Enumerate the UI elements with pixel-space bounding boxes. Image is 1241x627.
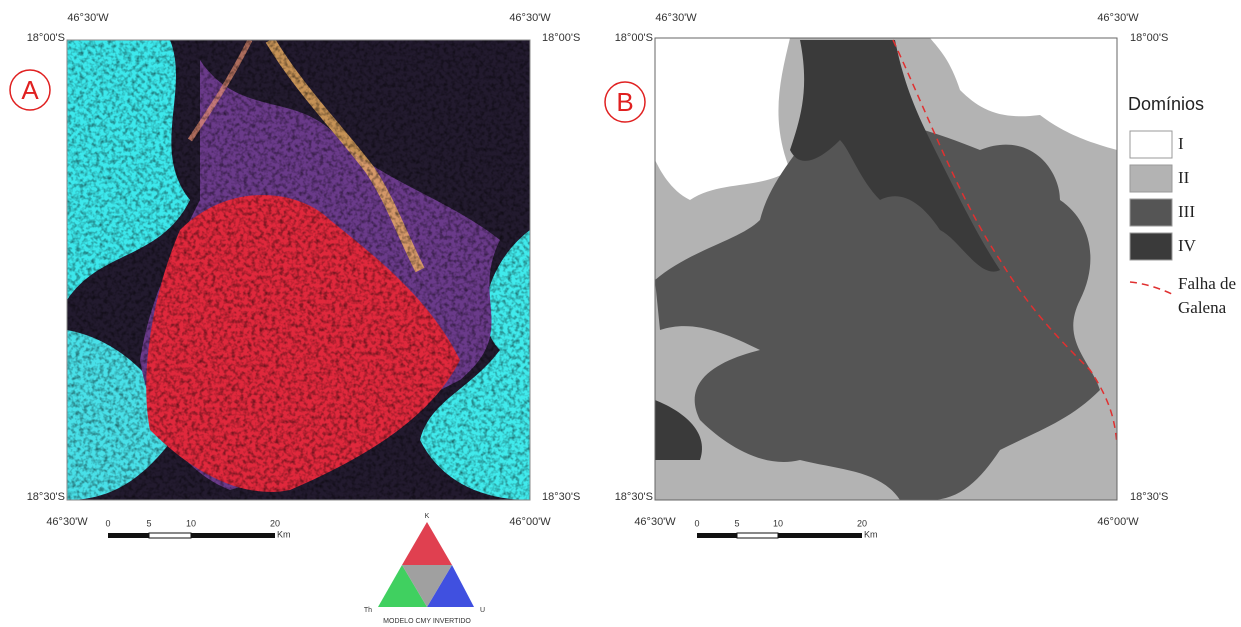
- ternary-top: K: [425, 513, 430, 520]
- scale-tick-label: 5: [734, 518, 739, 528]
- texture: [67, 40, 530, 500]
- coordinate-label: 46°30'W: [67, 12, 109, 24]
- coordinate-label: 18°30'S: [27, 491, 65, 503]
- legend-label: II: [1178, 168, 1190, 187]
- ternary-left: Th: [364, 607, 372, 614]
- legend-label: I: [1178, 134, 1184, 153]
- ternary-center: [402, 565, 452, 607]
- legend-fault-label: Galena: [1178, 298, 1227, 317]
- legend-label: IV: [1178, 236, 1197, 255]
- ternary-caption: MODELO CMY INVERTIDO: [383, 618, 471, 625]
- coordinate-label: 18°00'S: [27, 32, 65, 44]
- coordinate-label: 46°30'W: [509, 12, 551, 24]
- ternary-u: [427, 565, 474, 607]
- map-frame: [654, 37, 1118, 501]
- coordinate-label: 18°00'S: [615, 32, 653, 44]
- panel-label: A: [21, 75, 39, 105]
- domain-iii-area: [655, 117, 1100, 500]
- coordinate-label: 46°00'W: [509, 516, 551, 528]
- coordinate-label: 18°30'S: [542, 491, 580, 503]
- scale-tick-label: 10: [186, 518, 196, 528]
- ternary-right: U: [480, 607, 485, 614]
- coordinate-label: 46°30'W: [655, 12, 697, 24]
- coordinate-label: 18°00'S: [542, 32, 580, 44]
- panel-label: B: [616, 87, 633, 117]
- scale-tick-label: 20: [857, 518, 867, 528]
- coordinate-label: 18°00'S: [1130, 32, 1168, 44]
- scale-bar: [108, 532, 275, 539]
- map-a: [67, 40, 530, 500]
- coordinate-label: 46°30'W: [1097, 12, 1139, 24]
- ternary-legend: [378, 522, 474, 607]
- coordinate-label: 46°30'W: [46, 516, 88, 528]
- legend-fault-label: Falha de: [1178, 274, 1236, 293]
- panel-circle: [604, 81, 646, 123]
- scale-unit: Km: [864, 529, 878, 539]
- legend-title: Domínios: [1128, 94, 1204, 114]
- legend-label: III: [1178, 202, 1195, 221]
- scale-tick-label: 10: [773, 518, 783, 528]
- legend-swatch: [1129, 130, 1173, 159]
- coordinate-label: 46°00'W: [1097, 516, 1139, 528]
- legend-swatch: [1129, 198, 1173, 227]
- domain-iv-area: [790, 40, 1000, 272]
- ternary-k: [402, 522, 452, 565]
- legend-swatch: [1129, 232, 1173, 261]
- scale-tick-label: 0: [694, 518, 699, 528]
- legend-fault-line: [1129, 281, 1173, 295]
- map-b: [655, 38, 1117, 500]
- coordinate-label: 18°30'S: [1130, 491, 1168, 503]
- scale-tick-label: 0: [105, 518, 110, 528]
- coordinate-label: 18°30'S: [615, 491, 653, 503]
- legend-swatch: [1129, 164, 1173, 193]
- ternary-th: [378, 565, 427, 607]
- domain-i-area: [655, 38, 790, 200]
- panel-circle: [9, 69, 51, 111]
- scale-tick-label: 20: [270, 518, 280, 528]
- map-frame: [66, 39, 531, 501]
- coordinate-label: 46°30'W: [634, 516, 676, 528]
- scale-unit: Km: [277, 529, 291, 539]
- scale-tick-label: 5: [146, 518, 151, 528]
- scale-bar: [697, 532, 862, 539]
- domain-i-area: [930, 38, 1117, 150]
- fault-line: [892, 39, 1117, 446]
- domain-iv-area: [655, 400, 702, 460]
